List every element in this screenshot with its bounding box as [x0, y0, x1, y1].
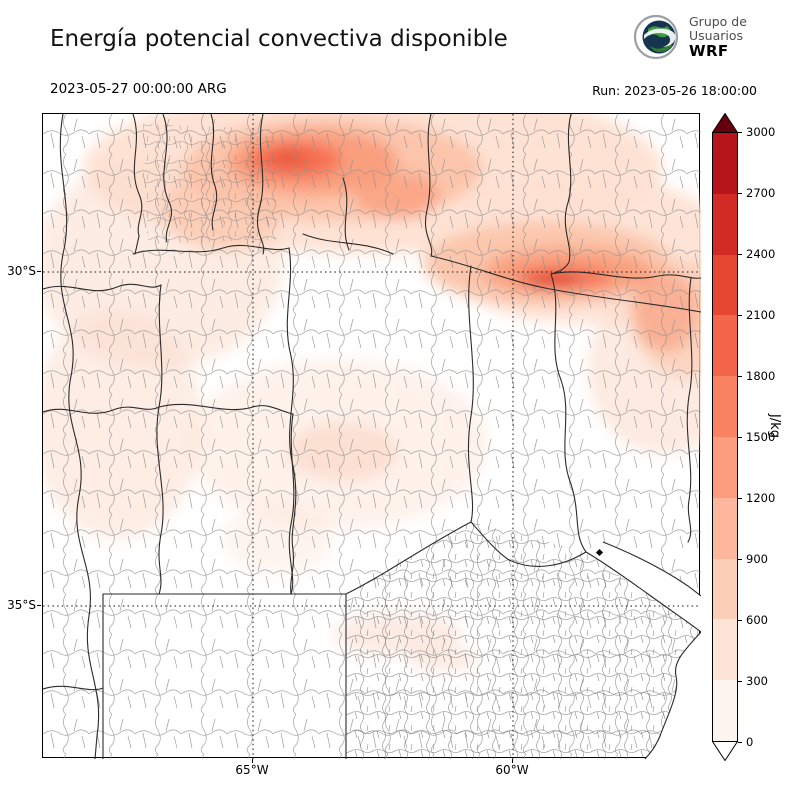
colorbar-tick-mark [738, 437, 742, 438]
water [586, 542, 701, 759]
colorbar-tick-label: 1500 [746, 430, 776, 444]
colorbar-ticks: 0 300 600 900 1200 1500 1800 2100 2400 2700 3000 [712, 125, 792, 749]
colorbar-tick-label: 300 [746, 674, 768, 688]
y-tick-30s: 30°S [7, 264, 36, 278]
colorbar-segment [713, 558, 737, 620]
gridlines [43, 114, 701, 759]
colorbar-tick-label: 0 [746, 735, 754, 749]
colorbar-tick-mark [738, 315, 742, 316]
logo-line-1: Grupo de [689, 13, 747, 29]
colorbar-under-arrow [712, 741, 738, 761]
y-axis-tick-mark [37, 605, 41, 606]
x-tick-60w: 60°W [495, 763, 529, 777]
run-time-label: Run: 2023-05-26 18:00:00 [592, 83, 757, 98]
colorbar-tick-label: 3000 [746, 125, 776, 139]
cape-map-svg [43, 114, 701, 759]
colorbar-segment [713, 497, 737, 559]
colorbar-segment [713, 193, 737, 255]
colorbar-unit-label: J/kg [767, 414, 782, 438]
colorbar-tick-mark [738, 132, 742, 133]
x-tick-65w: 65°W [235, 763, 269, 777]
province-borders [43, 114, 701, 759]
wrf-globe-icon [634, 14, 679, 60]
colorbar-tick-mark [738, 620, 742, 621]
colorbar: 0 300 600 900 1200 1500 1800 2100 2400 2700 3000 [712, 113, 800, 763]
x-axis-tick-mark [512, 759, 513, 763]
colorbar-tick-mark [738, 681, 742, 682]
colorbar-tick-label: 1200 [746, 491, 776, 505]
colorbar-tick-label: 1800 [746, 369, 776, 383]
cape-map [42, 113, 701, 759]
page-title: Energía potencial convectiva disponible [50, 26, 508, 52]
colorbar-tick-mark [738, 254, 742, 255]
colorbar-segment [713, 437, 737, 498]
y-axis-tick-mark [37, 271, 41, 272]
logo-line-3: WRF [689, 41, 729, 60]
wrf-logo: Grupo de Usuarios WRF [634, 13, 747, 61]
colorbar-segment [713, 133, 737, 194]
city-marker [595, 548, 604, 557]
valid-time-label: 2023-05-27 00:00:00 ARG [50, 81, 227, 97]
department-texture [43, 114, 701, 759]
logo-line-2: Usuarios [689, 27, 744, 43]
colorbar-segment [713, 315, 737, 377]
colorbar-tick-mark [738, 193, 742, 194]
colorbar-segments [712, 132, 738, 742]
x-axis-tick-mark [252, 759, 253, 763]
colorbar-over-arrow [712, 113, 738, 133]
colorbar-tick-label: 2400 [746, 247, 776, 261]
coastline [585, 541, 701, 759]
colorbar-tick-label: 2100 [746, 308, 776, 322]
colorbar-tick-label: 900 [746, 552, 768, 566]
colorbar-tick-label: 600 [746, 613, 768, 627]
colorbar-tick-mark [738, 742, 742, 743]
colorbar-tick-mark [738, 376, 742, 377]
colorbar-tick-mark [738, 559, 742, 560]
y-tick-35s: 35°S [7, 598, 36, 612]
colorbar-segment [713, 619, 737, 681]
colorbar-segment [713, 680, 737, 741]
colorbar-tick-mark [738, 498, 742, 499]
wrf-logo-text: Grupo de Usuarios WRF [689, 13, 747, 60]
colorbar-segment [713, 376, 737, 438]
colorbar-segment [713, 254, 737, 316]
colorbar-tick-label: 2700 [746, 186, 776, 200]
